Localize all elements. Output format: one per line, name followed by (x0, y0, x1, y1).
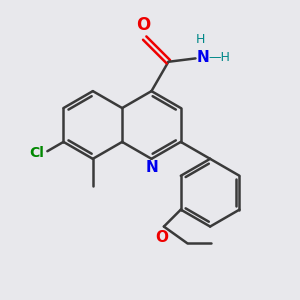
Text: N: N (197, 50, 210, 65)
Text: H: H (196, 33, 206, 46)
Text: O: O (136, 16, 150, 34)
Text: —H: —H (209, 51, 231, 64)
Text: N: N (146, 160, 158, 175)
Text: Cl: Cl (30, 146, 44, 160)
Text: O: O (155, 230, 168, 244)
